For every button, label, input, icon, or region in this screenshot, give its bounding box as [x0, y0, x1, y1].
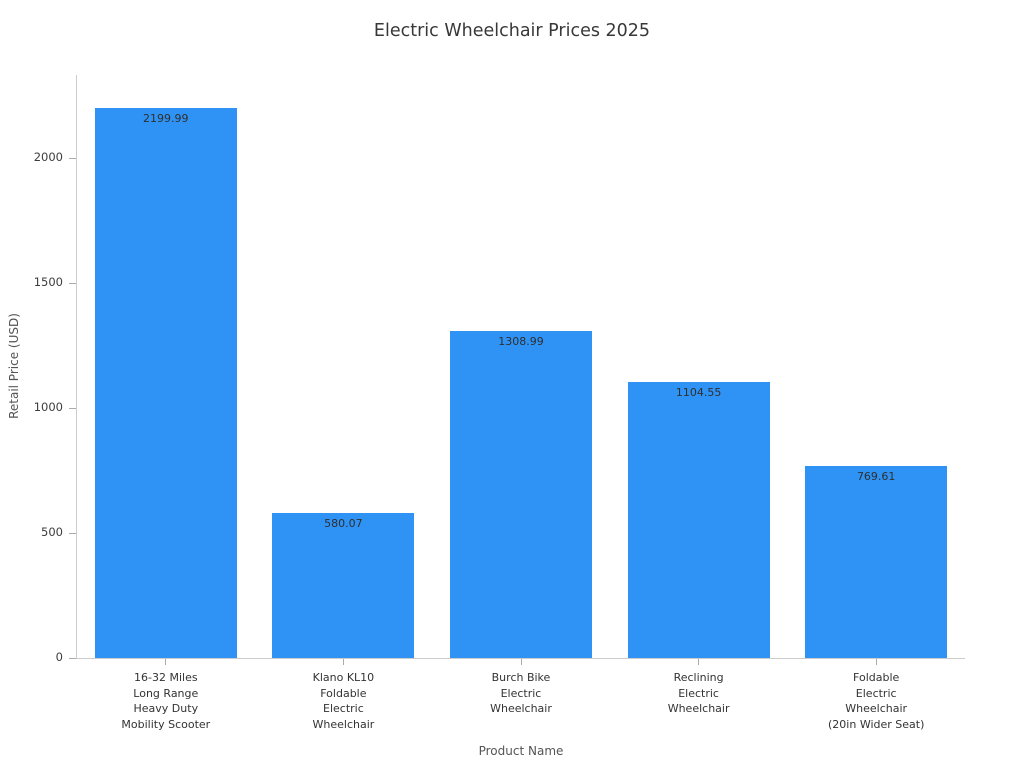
bar	[94, 108, 237, 658]
x-category-label: Burch Bike Electric Wheelchair	[490, 671, 552, 715]
bar	[449, 330, 593, 658]
bar	[805, 465, 948, 658]
y-axis-spine	[76, 75, 77, 659]
x-axis-title: Product Name	[478, 744, 564, 758]
y-tick-label: 0	[55, 650, 63, 664]
y-tick-mark	[69, 657, 76, 659]
y-tick-label: 1500	[33, 275, 63, 289]
y-tick-label: 2000	[33, 150, 63, 164]
x-category-label: Reclining Electric Wheelchair	[667, 671, 730, 715]
y-tick-label: 1000	[33, 400, 63, 414]
plot-area: 0 500 1000 1500 2000 2199.99 16-32 Miles Long …	[34, 75, 965, 731]
x-tick-mark	[342, 659, 344, 665]
bar-value-label: 769.61	[856, 469, 896, 483]
y-tick-mark	[69, 407, 76, 409]
x-category-label: Foldable Electric Wheelchair (20in Wider…	[828, 671, 925, 731]
chart-title: Electric Wheelchair Prices 2025	[373, 21, 651, 41]
x-tick-mark	[875, 659, 877, 665]
y-tick-label: 500	[41, 525, 63, 539]
x-tick-mark	[165, 659, 167, 665]
y-tick-mark	[69, 532, 76, 534]
x-tick-mark	[520, 659, 522, 665]
bar-value-label: 2199.99	[143, 112, 189, 125]
bar	[627, 381, 770, 658]
x-category-label: Klano KL10 Foldable Electric Wheelchair	[312, 671, 375, 731]
bar-value-label: 580.07	[324, 516, 363, 530]
bar-value-label: 1104.55	[675, 385, 722, 399]
bar	[272, 512, 415, 658]
y-tick-mark	[69, 282, 76, 284]
bar-value-label: 1308.99	[498, 334, 544, 348]
x-category-label: 16-32 Miles Long Range Heavy Duty Mobili…	[121, 671, 211, 731]
x-tick-mark	[698, 659, 700, 665]
y-tick-mark	[69, 157, 76, 159]
x-axis-spine	[76, 658, 965, 659]
